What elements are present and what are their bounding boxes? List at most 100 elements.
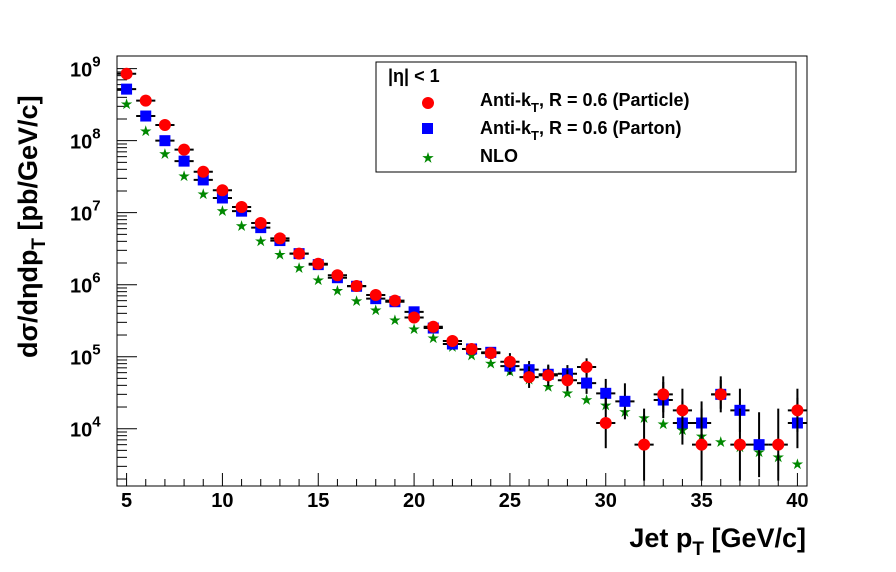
nlo-point [312,274,324,286]
particle-point [465,342,478,355]
y-tick-label: 106 [70,270,101,298]
nlo-point [657,418,669,430]
parton-point [121,83,133,95]
nlo-point [350,295,363,307]
particle-point [331,269,344,282]
legend-marker-nlo [422,152,434,163]
particle-point [772,438,785,451]
particle-point [273,232,286,245]
particle-point [235,200,248,213]
parton-point [753,439,765,451]
particle-point [484,347,497,360]
x-tick-label: 30 [595,490,617,512]
particle-point [676,404,689,417]
particle-point [350,279,363,292]
y-tick-labels: 104 105 106 107 108 109 [70,54,101,442]
particle-point [312,257,325,270]
particle-point [657,388,670,401]
nlo-point [331,284,344,296]
particle-point [695,438,708,451]
particle-point [197,165,210,178]
particle-point [503,355,516,368]
axis-ticks [117,68,798,486]
legend-label-parton: Anti-kT, R = 0.6 (Parton) [480,118,682,143]
particle-point [580,360,593,373]
legend-marker-parton [422,123,433,134]
legend: |η| < 1 Anti-kT, R = 0.6 (Particle) Anti… [375,61,797,173]
nlo-point [274,248,286,260]
nlo-point [485,357,497,369]
particle-point [791,404,804,417]
particle-point [733,438,746,451]
data-points [117,67,807,481]
nlo-point [293,262,305,273]
parton-point [619,395,631,407]
nlo-point [140,125,152,137]
x-tick-label: 25 [499,490,521,512]
plot-frame [116,55,808,487]
parton-point [216,192,228,204]
x-tick-label: 35 [690,490,712,512]
particle-point [638,438,651,451]
particle-point [216,184,229,197]
x-tick-label: 40 [786,490,808,512]
nlo-point [561,387,574,399]
particle-point [139,94,152,107]
x-tick-label: 20 [403,490,425,512]
parton-point [600,387,612,399]
nlo-point [542,380,554,392]
y-tick-label: 105 [70,342,101,370]
parton-point [178,155,190,167]
particle-point [561,374,574,387]
y-tick-label: 107 [70,198,101,226]
particle-point [542,369,555,382]
y-tick-label: 108 [70,126,101,154]
nlo-point [159,148,171,160]
legend-marker-particle [422,97,434,109]
nlo-point [389,314,401,326]
parton-point [140,110,152,122]
legend-label-nlo: NLO [480,146,518,166]
nlo-point [370,304,382,316]
parton-point [197,174,209,186]
x-tick-label: 15 [307,490,329,512]
particle-point [293,247,306,260]
x-tick-labels: 5 10 15 20 25 30 35 40 [121,490,809,512]
nlo-point [427,332,439,344]
parton-point [159,135,171,147]
y-axis-title: dσ/dηdpT [pb/GeV/c] [13,95,50,358]
nlo-point [197,188,209,200]
parton-point [581,377,593,389]
nlo-point [408,323,420,335]
nlo-point [235,220,248,232]
legend-header: |η| < 1 [388,66,440,86]
particle-point [599,416,612,429]
particle-point [446,335,459,348]
legend-box [375,61,797,173]
particle-point [427,320,440,333]
particle-point [388,294,401,307]
particle-point [158,119,171,132]
y-tick-label: 109 [70,54,101,82]
x-tick-label: 5 [121,490,132,512]
x-tick-label: 10 [211,490,233,512]
y-tick-label: 104 [70,414,101,442]
x-axis-title: Jet pT [GeV/c] [629,523,806,560]
nlo-point [791,458,804,470]
particle-point [408,311,421,324]
nlo-point [580,394,593,405]
nlo-point [216,205,229,217]
particle-point [369,288,382,301]
nlo-point [255,235,267,247]
particle-point [254,216,267,229]
nlo-point [120,98,133,110]
nlo-point [178,170,190,182]
particle-point [714,388,727,401]
legend-star-shape [422,152,434,163]
particle-point [120,67,133,80]
series-particle [117,67,807,481]
particle-point [523,371,536,384]
legend-label-particle: Anti-kT, R = 0.6 (Particle) [480,90,690,115]
nlo-point [715,436,727,448]
